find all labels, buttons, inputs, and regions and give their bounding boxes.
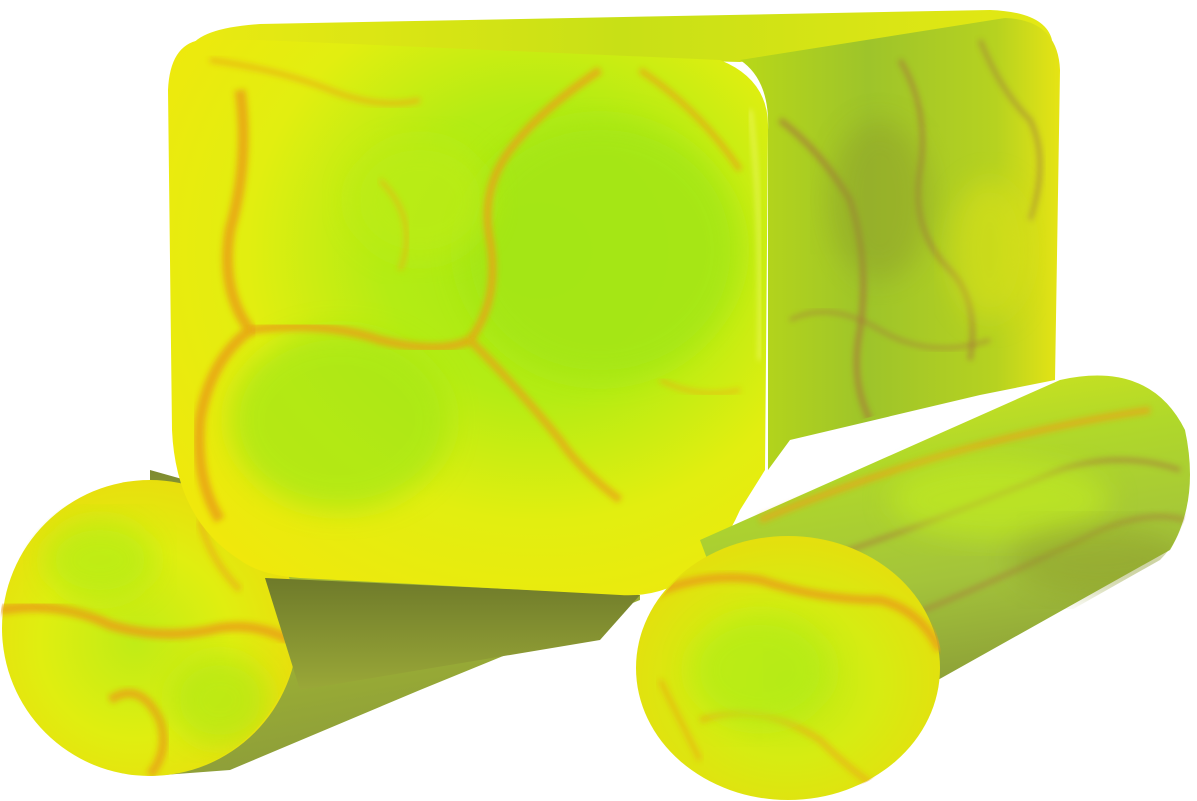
side-face-veins	[778, 39, 1043, 422]
rounded-cube	[168, 10, 1060, 596]
front-face-veins	[193, 57, 743, 523]
under-gap-shadow	[265, 578, 640, 690]
right-cylinder	[636, 375, 1190, 800]
